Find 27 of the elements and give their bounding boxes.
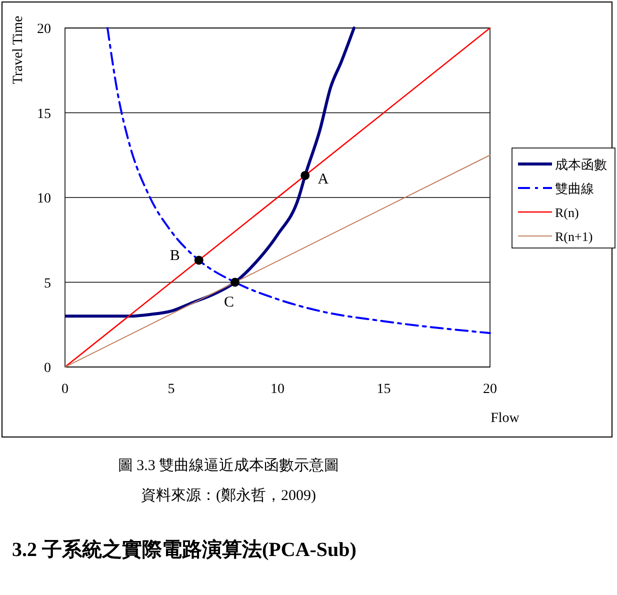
y-axis-title: Travel Time bbox=[11, 16, 26, 84]
caption: 圖 3.3 雙曲線逼近成本函數示意圖 bbox=[118, 457, 340, 474]
y-tick-label: 15 bbox=[37, 106, 51, 122]
y-tick-label: 5 bbox=[44, 276, 51, 292]
point bbox=[300, 170, 310, 180]
legend-label: R(n) bbox=[555, 205, 579, 220]
annotation: C bbox=[224, 294, 234, 310]
legend-label: 成本函數 bbox=[555, 157, 607, 172]
annotation: A bbox=[318, 171, 329, 188]
line-series bbox=[65, 26, 356, 318]
point bbox=[194, 256, 204, 265]
text: 3.2 子系統之實際電路演算法(PCA-Sub) bbox=[12, 538, 356, 561]
x-axis-title: Flow bbox=[490, 411, 520, 426]
x-tick-label: 20 bbox=[483, 382, 497, 397]
x-tick-label: 0 bbox=[62, 382, 68, 397]
legend-label: 雙曲線 bbox=[555, 181, 594, 196]
x-tick-label: 15 bbox=[376, 382, 391, 397]
line-series bbox=[106, 27, 491, 334]
y-tick-label: 10 bbox=[37, 192, 51, 206]
point bbox=[230, 278, 240, 287]
source-note: 資料來源：(鄭永哲，2009) bbox=[141, 487, 316, 504]
x-tick-label: 10 bbox=[270, 382, 284, 397]
y-tick-label: 0 bbox=[44, 361, 51, 376]
x-tick-label: 5 bbox=[168, 382, 175, 397]
annotation: B bbox=[170, 248, 180, 264]
y-tick-label: 20 bbox=[37, 22, 51, 37]
legend-label: R(n+1) bbox=[555, 229, 593, 244]
